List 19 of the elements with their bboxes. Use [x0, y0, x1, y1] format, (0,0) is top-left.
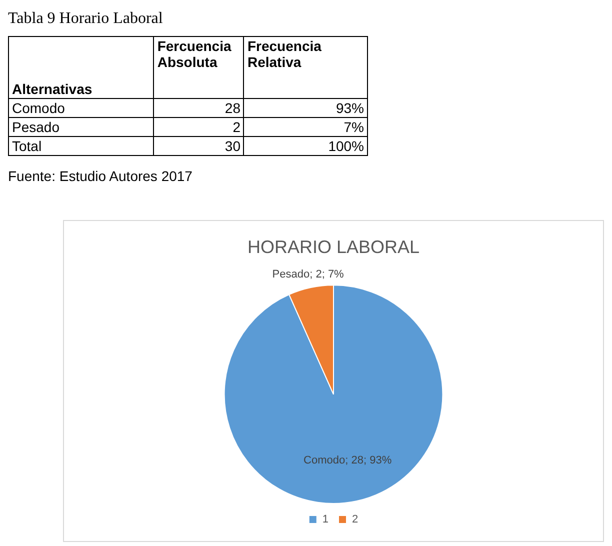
- text: 28: [154, 98, 244, 118]
- chart-title: HORARIO LABORAL: [247, 236, 420, 257]
- data-label: Pesado; 2; 7%: [272, 268, 344, 281]
- legend-label: 1: [322, 514, 329, 526]
- text: 30: [154, 136, 244, 156]
- text: Total: [8, 136, 154, 156]
- text: 7%: [244, 118, 368, 136]
- text: 2: [154, 118, 244, 136]
- source-note: Fuente: Estudio Autores 2017: [8, 168, 192, 184]
- text: Frecuencia Relativa: [244, 36, 368, 98]
- legend-label: 2: [352, 514, 358, 526]
- text: Tabla 9 Horario Laboral: [8, 10, 163, 28]
- text: Pesado: [8, 118, 154, 136]
- text: Alternativas: [8, 36, 154, 98]
- data-label: Comodo; 28; 93%: [304, 454, 392, 467]
- text: 93%: [244, 98, 368, 118]
- text: Comodo: [8, 98, 154, 118]
- text: 100%: [244, 136, 368, 156]
- text: Fercuencia Absoluta: [154, 36, 244, 98]
